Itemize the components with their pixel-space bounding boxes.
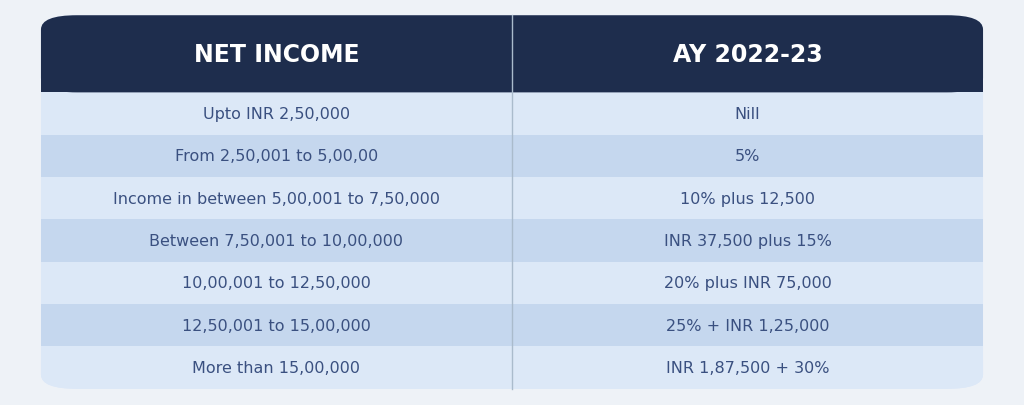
- FancyBboxPatch shape: [41, 16, 983, 93]
- Text: 5%: 5%: [735, 149, 760, 164]
- Text: NET INCOME: NET INCOME: [194, 43, 359, 67]
- Text: 10% plus 12,500: 10% plus 12,500: [680, 191, 815, 206]
- Text: AY 2022-23: AY 2022-23: [673, 43, 822, 67]
- Text: Upto INR 2,50,000: Upto INR 2,50,000: [203, 107, 350, 122]
- Text: INR 1,87,500 + 30%: INR 1,87,500 + 30%: [666, 360, 829, 375]
- Bar: [41, 262, 983, 304]
- Bar: [41, 347, 983, 368]
- Text: Income in between 5,00,001 to 7,50,000: Income in between 5,00,001 to 7,50,000: [113, 191, 440, 206]
- Bar: [41, 304, 983, 347]
- Bar: [41, 178, 983, 220]
- Bar: [41, 58, 983, 93]
- Text: More than 15,00,000: More than 15,00,000: [193, 360, 360, 375]
- Bar: [41, 135, 983, 178]
- Text: Between 7,50,001 to 10,00,000: Between 7,50,001 to 10,00,000: [150, 234, 403, 248]
- Bar: [41, 93, 983, 135]
- Text: 10,00,001 to 12,50,000: 10,00,001 to 12,50,000: [182, 276, 371, 291]
- Text: 12,50,001 to 15,00,000: 12,50,001 to 15,00,000: [182, 318, 371, 333]
- Text: From 2,50,001 to 5,00,00: From 2,50,001 to 5,00,00: [175, 149, 378, 164]
- Text: 20% plus INR 75,000: 20% plus INR 75,000: [664, 276, 831, 291]
- Text: Nill: Nill: [734, 107, 761, 122]
- FancyBboxPatch shape: [41, 16, 983, 389]
- FancyBboxPatch shape: [41, 347, 983, 389]
- Text: 25% + INR 1,25,000: 25% + INR 1,25,000: [666, 318, 829, 333]
- Bar: [41, 220, 983, 262]
- Text: INR 37,500 plus 15%: INR 37,500 plus 15%: [664, 234, 831, 248]
